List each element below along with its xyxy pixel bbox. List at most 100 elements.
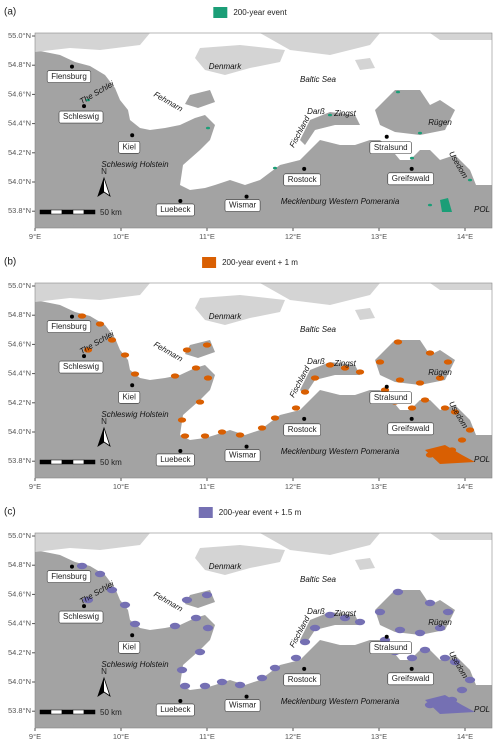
flood-area: [440, 198, 452, 212]
city-dot: [384, 134, 389, 139]
y-tick-label: 55.0°N: [8, 31, 31, 40]
land: [440, 155, 480, 205]
land: [440, 655, 480, 705]
flood-area: [392, 588, 404, 596]
x-tick-label: 12°E: [285, 482, 301, 491]
flood-area: [409, 156, 415, 160]
legend-label: 200-year event + 1 m: [222, 258, 298, 267]
flood-area: [439, 654, 451, 662]
scale-label: 50 km: [100, 208, 122, 217]
legend-label: 200-year event + 1.5 m: [219, 508, 302, 517]
city-box: [224, 449, 261, 462]
flood-area: [465, 427, 475, 433]
denmark: [35, 33, 150, 52]
flood-area: [83, 347, 93, 353]
flood-area: [119, 601, 131, 609]
city-label: Luebeck: [160, 705, 191, 714]
city-dot: [409, 666, 414, 671]
land: [35, 718, 75, 728]
place-name: POL: [474, 705, 490, 714]
map-panel: (b) 200-year event + 1 m 9°E 10°E 11°E 12°E 13…: [4, 257, 493, 491]
city-label: Luebeck: [160, 205, 191, 214]
denmark: [35, 283, 150, 302]
place-name: Darß: [307, 107, 325, 116]
city-label: Flensburg: [51, 72, 87, 81]
flood-area: [190, 614, 202, 622]
legend-swatch: [213, 7, 228, 18]
denmark: [355, 308, 375, 320]
city-label: Wismar: [229, 201, 256, 210]
flood-area: [339, 614, 351, 622]
city-label: Kiel: [123, 392, 137, 401]
flood-area: [434, 624, 446, 632]
city-box: [224, 699, 261, 712]
flood-area: [179, 682, 191, 690]
flood-area: [393, 339, 403, 345]
scale-bar: [50, 709, 63, 715]
map-frame: [34, 532, 493, 729]
place-name: POL: [474, 205, 490, 214]
flood-area: [291, 405, 301, 411]
flood-area: [191, 365, 201, 371]
place-name: Baltic Sea: [300, 75, 337, 84]
city-dot: [302, 166, 307, 171]
flood-area: [354, 618, 366, 626]
place-name: Mecklenburg Western Pomerania: [281, 197, 400, 206]
city-label: Wismar: [229, 451, 256, 460]
y-tick-label: 54.6°N: [8, 339, 31, 348]
map-panel: (c) 200-year event + 1.5 m 9°E 10°E 11°E 12°E…: [4, 507, 493, 741]
city-box: [118, 390, 141, 404]
city-dot: [69, 64, 74, 69]
flood-area: [170, 373, 180, 379]
flood-area: [199, 682, 211, 690]
place-name: Zingst: [333, 609, 357, 618]
flood-area: [216, 678, 228, 686]
flood-area: [464, 676, 476, 684]
scale-bar: [50, 459, 63, 465]
flood-area: [395, 377, 405, 383]
y-tick-label: 54.2°N: [8, 648, 31, 657]
scale-bar: [83, 459, 96, 465]
flood-area: [200, 433, 210, 439]
denmark: [260, 283, 380, 305]
place-name: Darß: [307, 357, 325, 366]
flood-area: [235, 432, 245, 438]
flood-area: [85, 98, 91, 102]
flood-area: [406, 654, 418, 662]
scale-bar: [61, 209, 74, 215]
place-name: POL: [474, 455, 490, 464]
city-dot: [244, 194, 249, 199]
flood-area: [176, 666, 188, 674]
city-dot: [302, 666, 307, 671]
flood-area: [443, 359, 453, 365]
flood-area: [77, 313, 87, 319]
place-name: Denmark: [209, 562, 242, 571]
land: [375, 90, 455, 135]
flood-area: [340, 365, 350, 371]
flood-area: [76, 562, 88, 570]
land: [35, 468, 75, 478]
y-tick-label: 53.8°N: [8, 706, 31, 715]
flood-area: [450, 409, 460, 415]
flood-area: [177, 417, 187, 423]
y-tick-label: 54.4°N: [8, 619, 31, 628]
city-box: [283, 173, 321, 187]
denmark: [260, 533, 380, 555]
y-tick-label: 55.0°N: [8, 531, 31, 540]
city-box: [155, 453, 195, 467]
x-tick-label: 9°E: [29, 732, 41, 741]
place-name: Mecklenburg Western Pomerania: [281, 447, 400, 456]
denmark: [430, 283, 492, 290]
x-tick-label: 11°E: [199, 732, 215, 741]
city-box: [283, 673, 321, 687]
scale-bar: [39, 459, 52, 465]
city-box: [369, 141, 412, 155]
scale-bar: [39, 709, 52, 715]
legend-swatch: [202, 257, 217, 268]
flood-area: [424, 599, 436, 607]
y-tick-label: 54.2°N: [8, 398, 31, 407]
city-dot: [384, 634, 389, 639]
scale-bar: [50, 209, 63, 215]
flood-area: [217, 429, 227, 435]
